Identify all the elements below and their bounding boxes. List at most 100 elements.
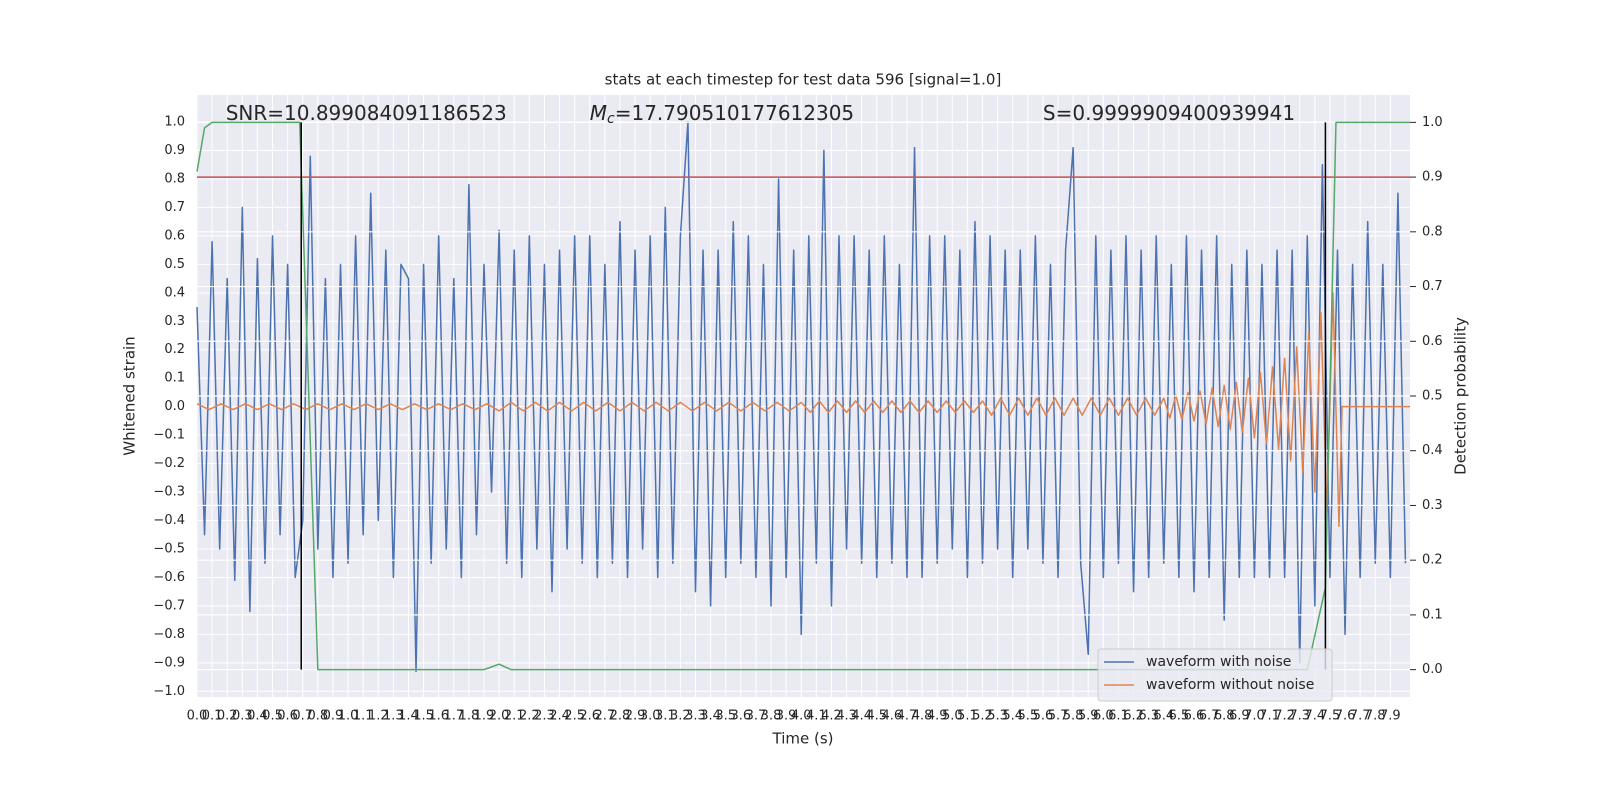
- x-tick-label: 3.2: [670, 709, 691, 724]
- y-tick-label: −0.9: [153, 655, 185, 670]
- y2-tick-label: 0.8: [1422, 224, 1443, 239]
- x-tick-label: 3.1: [655, 709, 676, 724]
- x-tick-label: 1.2: [368, 709, 389, 724]
- x-tick-label: 5.5: [1017, 709, 1038, 724]
- y-tick-label: −0.6: [153, 570, 185, 585]
- x-tick-label: 6.9: [1229, 709, 1250, 724]
- x-tick-label: 1.0: [338, 709, 359, 724]
- y2-tick-label: 0.6: [1422, 334, 1443, 349]
- x-tick-label: 7.9: [1380, 709, 1401, 724]
- y-tick-label: 0.0: [164, 399, 185, 414]
- y2-tick-label: 0.0: [1422, 662, 1443, 677]
- x-tick-label: 2.5: [564, 709, 585, 724]
- x-tick-label: 6.2: [1123, 709, 1144, 724]
- y-tick-label: −0.2: [153, 456, 185, 471]
- x-tick-label: 5.6: [1033, 709, 1054, 724]
- y-tick-label: 0.2: [164, 342, 185, 357]
- x-tick-label: 4.3: [836, 709, 857, 724]
- x-tick-label: 3.8: [761, 709, 782, 724]
- x-tick-label: 2.8: [610, 709, 631, 724]
- y2-tick-label: 0.7: [1422, 279, 1443, 294]
- y-axis-label: Whitened strain: [121, 336, 139, 455]
- x-tick-label: 7.8: [1365, 709, 1386, 724]
- x-tick-label: 7.5: [1320, 709, 1341, 724]
- x-tick-label: 6.7: [1199, 709, 1220, 724]
- x-tick-label: 6.4: [1153, 709, 1174, 724]
- x-tick-label: 4.2: [821, 709, 842, 724]
- x-tick-label: 3.7: [746, 709, 767, 724]
- y-tick-label: 0.6: [164, 228, 185, 243]
- x-tick-label: 2.6: [579, 709, 600, 724]
- x-tick-label: 0.8: [308, 709, 329, 724]
- x-tick-label: 0.1: [202, 709, 223, 724]
- y2-tick-label: 0.9: [1422, 170, 1443, 185]
- x-tick-label: 7.7: [1350, 709, 1371, 724]
- legend-box: [1097, 648, 1333, 702]
- x-tick-label: 0.5: [262, 709, 283, 724]
- x-tick-label: 1.7: [443, 709, 464, 724]
- x-tick-label: 4.4: [851, 709, 872, 724]
- x-tick-label: 4.5: [866, 709, 887, 724]
- y2-tick-label: 0.1: [1422, 607, 1443, 622]
- x-tick-label: 5.2: [972, 709, 993, 724]
- x-tick-label: 0.0: [187, 709, 208, 724]
- y-tick-label: 0.7: [164, 200, 185, 215]
- annotation-value: 10.899084091186523: [284, 101, 507, 125]
- y-tick-label: 0.5: [164, 257, 185, 272]
- x-tick-label: 2.7: [595, 709, 616, 724]
- x-tick-label: 2.0: [489, 709, 510, 724]
- y-tick-label: −0.4: [153, 513, 185, 528]
- x-tick-label: 3.5: [715, 709, 736, 724]
- x-tick-label: 4.0: [791, 709, 812, 724]
- x-tick-label: 3.0: [640, 709, 661, 724]
- y-tick-label: 0.9: [164, 143, 185, 158]
- x-tick-label: 2.3: [534, 709, 555, 724]
- x-tick-label: 0.3: [232, 709, 253, 724]
- x-tick-label: 3.4: [700, 709, 721, 724]
- y2-tick-label: 0.2: [1422, 553, 1443, 568]
- x-tick-label: 7.3: [1289, 709, 1310, 724]
- annotation-value: 0.9999909400939941: [1072, 101, 1295, 125]
- x-tick-label: 7.4: [1304, 709, 1325, 724]
- x-tick-label: 4.6: [882, 709, 903, 724]
- annotation: SNR=10.899084091186523: [226, 101, 507, 125]
- x-tick-label: 3.3: [685, 709, 706, 724]
- x-tick-label: 3.9: [776, 709, 797, 724]
- x-tick-label: 7.6: [1335, 709, 1356, 724]
- annotation: S=0.9999909400939941: [1043, 101, 1295, 125]
- x-tick-label: 6.1: [1108, 709, 1129, 724]
- series-line: [196, 292, 1410, 527]
- x-tick-label: 4.8: [912, 709, 933, 724]
- y2-axis-label: Detection probability: [1452, 317, 1470, 475]
- annotation-value: 17.790510177612305: [631, 101, 854, 125]
- x-tick-label: 4.7: [897, 709, 918, 724]
- annotation-symbol: SNR: [226, 101, 268, 125]
- annotation-separator: =: [615, 101, 632, 125]
- x-tick-label: 5.0: [942, 709, 963, 724]
- y-tick-label: 0.3: [164, 314, 185, 329]
- x-tick-label: 6.8: [1214, 709, 1235, 724]
- y2-tick-label: 0.4: [1422, 443, 1443, 458]
- y2-tick-label: 1.0: [1422, 115, 1443, 130]
- annotation-subscript: c: [607, 111, 615, 127]
- x-tick-label: 1.3: [383, 709, 404, 724]
- x-tick-label: 0.7: [292, 709, 313, 724]
- annotation-symbol: S: [1043, 101, 1056, 125]
- x-tick-label: 0.2: [217, 709, 238, 724]
- x-tick-label: 1.5: [413, 709, 434, 724]
- x-tick-label: 2.2: [519, 709, 540, 724]
- x-tick-label: 5.1: [957, 709, 978, 724]
- x-tick-label: 1.6: [428, 709, 449, 724]
- chart-title: stats at each timestep for test data 596…: [605, 71, 1002, 89]
- x-tick-label: 5.3: [987, 709, 1008, 724]
- y-tick-label: −0.7: [153, 598, 185, 613]
- x-tick-label: 5.8: [1063, 709, 1084, 724]
- x-tick-label: 0.4: [247, 709, 268, 724]
- x-tick-label: 4.1: [806, 709, 827, 724]
- x-tick-label: 1.9: [474, 709, 495, 724]
- y-tick-label: −0.5: [153, 541, 185, 556]
- x-axis-label: Time (s): [772, 730, 834, 748]
- x-tick-label: 6.6: [1184, 709, 1205, 724]
